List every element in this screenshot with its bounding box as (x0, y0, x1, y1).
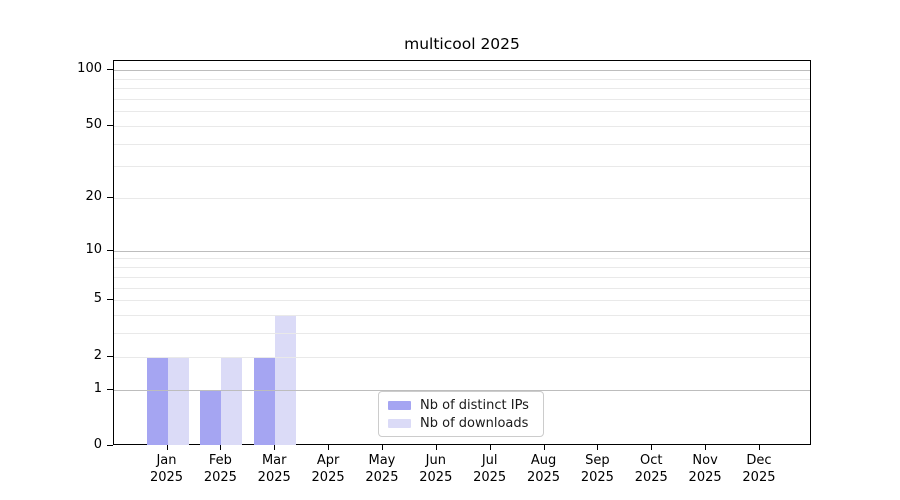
bar (221, 356, 243, 445)
chart-title: multicool 2025 (404, 35, 520, 53)
y-tick-mark (107, 197, 113, 199)
gridline-minor (114, 258, 810, 260)
plot-area (113, 60, 811, 445)
y-tick-mark (107, 299, 113, 301)
x-tick-mark (597, 445, 599, 450)
x-tick-label: Oct 2025 (634, 453, 668, 485)
x-tick-label: May 2025 (365, 453, 399, 485)
bar (254, 356, 276, 445)
gridline-minor (114, 333, 810, 335)
gridline-minor (114, 166, 810, 168)
gridline-minor (114, 198, 810, 200)
gridline-major (114, 389, 810, 391)
y-tick-label: 0 (93, 437, 102, 452)
x-tick-mark (381, 445, 383, 450)
bar (275, 314, 297, 445)
y-tick-label: 2 (93, 347, 102, 363)
y-tick-label: 10 (85, 241, 102, 257)
x-tick-label: Feb 2025 (203, 453, 237, 485)
downloads-swatch-icon (388, 418, 411, 428)
bar (146, 356, 168, 445)
x-tick-label: Jan 2025 (149, 453, 184, 485)
gridline-minor (114, 356, 810, 358)
x-tick-mark (489, 445, 491, 450)
gridline-major (114, 70, 810, 72)
x-tick-label: Nov 2025 (688, 453, 722, 485)
gridline-minor (114, 267, 810, 269)
x-tick-mark (166, 445, 168, 450)
legend: Nb of distinct IPs Nb of downloads (378, 391, 544, 437)
x-tick-mark (435, 445, 437, 450)
x-tick-mark (220, 445, 222, 450)
bar (200, 389, 222, 445)
y-tick-mark (107, 388, 113, 390)
x-tick-mark (328, 445, 330, 450)
x-tick-mark (274, 445, 276, 450)
gridline-major (114, 250, 810, 252)
y-tick-mark (107, 355, 113, 357)
gridline-minor (114, 88, 810, 90)
legend-entry-downloads: Nb of downloads (388, 414, 534, 432)
y-tick-mark (107, 445, 113, 446)
distinct-ips-swatch-icon (388, 400, 411, 410)
gridline-minor (114, 287, 810, 289)
gridline-minor (114, 125, 810, 127)
y-tick-mark (107, 249, 113, 251)
gridline-minor (114, 98, 810, 100)
y-tick-label: 20 (85, 189, 102, 205)
gridline-minor (114, 276, 810, 278)
x-tick-mark (705, 445, 707, 450)
y-tick-label: 100 (77, 61, 102, 77)
gridline-minor (114, 143, 810, 145)
gridline-minor (114, 314, 810, 316)
legend-label-distinct-ips: Nb of distinct IPs (420, 397, 529, 413)
bar (167, 356, 189, 445)
y-tick-label: 50 (85, 116, 102, 132)
gridline-minor (114, 300, 810, 302)
gridline-minor (114, 78, 810, 80)
x-tick-label: Apr 2025 (311, 453, 345, 485)
x-tick-label: Sep 2025 (580, 453, 614, 485)
x-tick-label: Jul 2025 (473, 453, 507, 485)
x-tick-label: Aug 2025 (526, 453, 561, 485)
y-tick-mark (107, 124, 113, 126)
y-tick-label: 1 (93, 380, 102, 396)
y-tick-mark (107, 69, 113, 71)
legend-entry-distinct-ips: Nb of distinct IPs (388, 396, 534, 414)
legend-label-downloads: Nb of downloads (420, 415, 529, 431)
x-tick-label: Mar 2025 (257, 453, 291, 485)
gridline-minor (114, 111, 810, 113)
x-tick-label: Jun 2025 (419, 453, 453, 485)
x-tick-mark (651, 445, 653, 450)
x-tick-mark (758, 445, 760, 450)
y-tick-label: 5 (93, 291, 102, 307)
x-tick-mark (543, 445, 545, 450)
x-tick-label: Dec 2025 (742, 453, 776, 485)
